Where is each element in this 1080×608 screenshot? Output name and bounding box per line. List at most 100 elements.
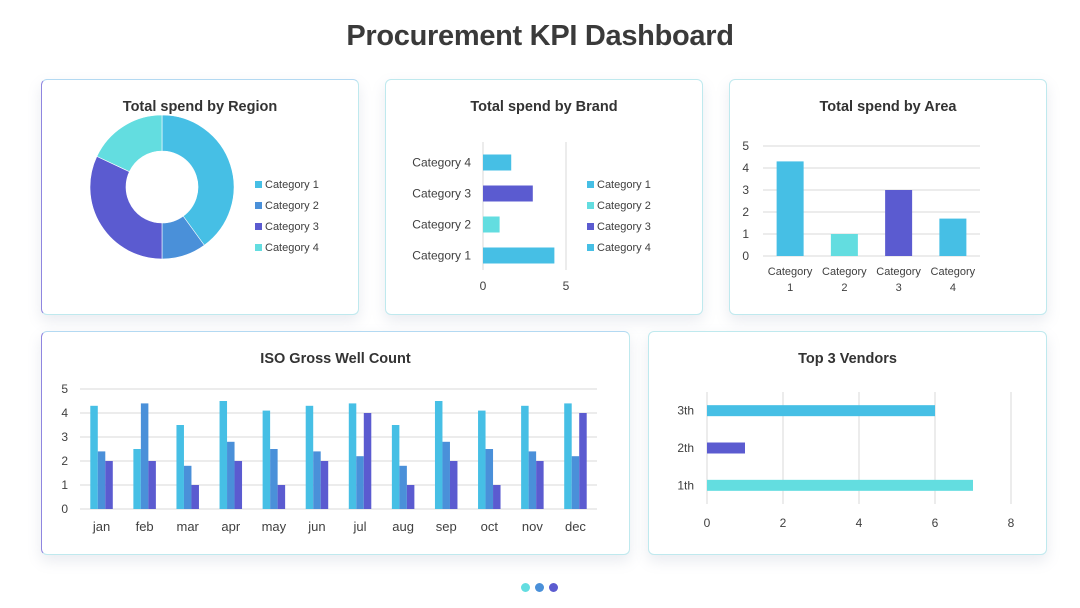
bar-sep-s3: [449, 461, 458, 509]
page-dot-2[interactable]: [535, 583, 544, 592]
x-tick-label: aug: [392, 519, 414, 534]
bar-nov-s3: [536, 461, 544, 509]
legend-swatch: [587, 202, 594, 209]
bar-chart-brand: Category 1 Category 2 Category 3 Category 4…: [412, 142, 651, 293]
y-tick-label: 3: [61, 430, 68, 444]
x-tick-label: mar: [177, 519, 200, 534]
x-tick-label: 8: [1008, 516, 1015, 530]
bar-dec-s2: [571, 456, 580, 509]
legend-label: Category 4: [597, 242, 651, 254]
bar-apr-s2: [227, 441, 235, 509]
chart-title: Total spend by Brand: [470, 99, 618, 115]
y-tick-label: 1: [742, 227, 749, 241]
donut-chart-region: Category 1 Category 2 Category 3 Category 4: [89, 114, 319, 260]
chart-title: Total spend by Area: [819, 99, 957, 115]
bar-oct-s1: [478, 410, 486, 509]
x-tick-label: jul: [353, 519, 367, 534]
legend-label: Category 3: [265, 221, 319, 233]
x-tick-label: sep: [436, 519, 457, 534]
x-tick-label: feb: [136, 519, 154, 534]
bar-jan-s2: [97, 451, 106, 509]
bar-oct-s2: [485, 449, 494, 509]
x-tick-label: 2: [780, 516, 787, 530]
y-tick-label: 5: [742, 139, 749, 153]
bar-feb-s1: [133, 449, 141, 509]
x-tick-label: may: [262, 519, 287, 534]
bar-dec-s3: [579, 413, 587, 509]
category-label: Category 4: [412, 156, 471, 170]
bar-jun-s2: [313, 451, 321, 509]
bar-aug-s1: [391, 425, 400, 509]
chart-title: ISO Gross Well Count: [260, 351, 411, 367]
x-tick-label: jan: [92, 519, 110, 534]
donut-slice-3: [89, 155, 163, 260]
page-dot-3[interactable]: [549, 583, 558, 592]
bar-category-1: [483, 247, 555, 264]
bar-apr-s1: [219, 401, 228, 509]
bar-jul-s1: [348, 403, 357, 509]
chart-title: Top 3 Vendors: [798, 351, 897, 367]
y-tick-label: 4: [742, 161, 749, 175]
bar-jun-s3: [320, 461, 329, 509]
legend-swatch: [587, 223, 594, 230]
bar-may-s2: [270, 449, 278, 509]
card-spend-by-area: Total spend by Area 0 1 2 3 4 5 Category 1 Categ…: [729, 79, 1047, 315]
bar-mar-s3: [191, 485, 199, 509]
card-spend-by-region: Total spend by Region Category 1 Category…: [41, 79, 359, 315]
bar-jan-s1: [90, 405, 98, 509]
legend-swatch: [255, 202, 262, 209]
pagination-dots: [521, 583, 561, 593]
x-tick-label: 1: [787, 282, 793, 294]
x-tick-label: nov: [522, 519, 543, 534]
legend-label: Category 2: [597, 200, 651, 212]
bar-chart-area: 0 1 2 3 4 5 Category 1 Category 2 Category 3 Categor…: [742, 139, 980, 294]
y-tick-label: 3: [742, 183, 749, 197]
x-tick-label: 4: [950, 282, 956, 294]
legend-label: Category 2: [265, 200, 319, 212]
x-tick-label: jun: [307, 519, 325, 534]
x-tick-label: 3: [896, 282, 902, 294]
page-title: Procurement KPI Dashboard: [346, 20, 734, 52]
donut-slice-4: [96, 114, 163, 173]
x-tick-label: dec: [565, 519, 586, 534]
bar-sep-s2: [442, 441, 450, 509]
x-tick-label: 5: [563, 279, 570, 293]
bar-jun-s1: [305, 405, 314, 509]
legend-swatch: [255, 223, 262, 230]
bar-category-4: [483, 154, 512, 171]
bar-category-2: [483, 216, 500, 233]
y-tick-label: 0: [742, 249, 749, 263]
x-tick-label: Category: [822, 266, 867, 278]
bar-category-1: [776, 161, 804, 256]
bar-nov-s1: [521, 405, 529, 509]
bar-vendor-2th: [707, 442, 745, 454]
bar-mar-s1: [176, 425, 184, 509]
bar-feb-s3: [148, 461, 156, 509]
x-tick-label: Category: [768, 266, 813, 278]
legend-swatch: [587, 181, 594, 188]
x-tick-label: oct: [481, 519, 499, 534]
x-tick-label: 0: [704, 516, 711, 530]
y-tick-label: 2: [742, 205, 749, 219]
bar-chart-vendors: 0 2 4 6 8 1th 2th 3th: [677, 392, 1015, 530]
card-top-3-vendors: Top 3 Vendors 0 2 4 6 8 1th 2th 3th: [648, 331, 1047, 555]
bar-aug-s2: [399, 465, 407, 509]
y-tick-label: 2: [61, 454, 68, 468]
bar-category-3: [483, 185, 533, 202]
category-label: 2th: [677, 441, 694, 455]
category-label: Category 2: [412, 218, 471, 232]
bar-mar-s2: [183, 465, 192, 509]
legend-label: Category 4: [265, 242, 319, 254]
bar-chart-iso: 0 1 2 3 4 5 jan feb mar apr may jun jul aug sep oct nov d…: [61, 382, 597, 534]
category-label: 3th: [677, 404, 694, 418]
x-tick-label: Category: [876, 266, 921, 278]
page-dot-1[interactable]: [521, 583, 530, 592]
x-tick-label: 6: [932, 516, 939, 530]
bar-jan-s3: [105, 461, 113, 509]
legend-swatch: [255, 244, 262, 251]
chart-title: Total spend by Region: [122, 99, 278, 115]
bar-category-4: [939, 218, 967, 256]
x-tick-label: 0: [480, 279, 487, 293]
bar-aug-s3: [406, 485, 415, 509]
legend-swatch: [255, 181, 262, 188]
